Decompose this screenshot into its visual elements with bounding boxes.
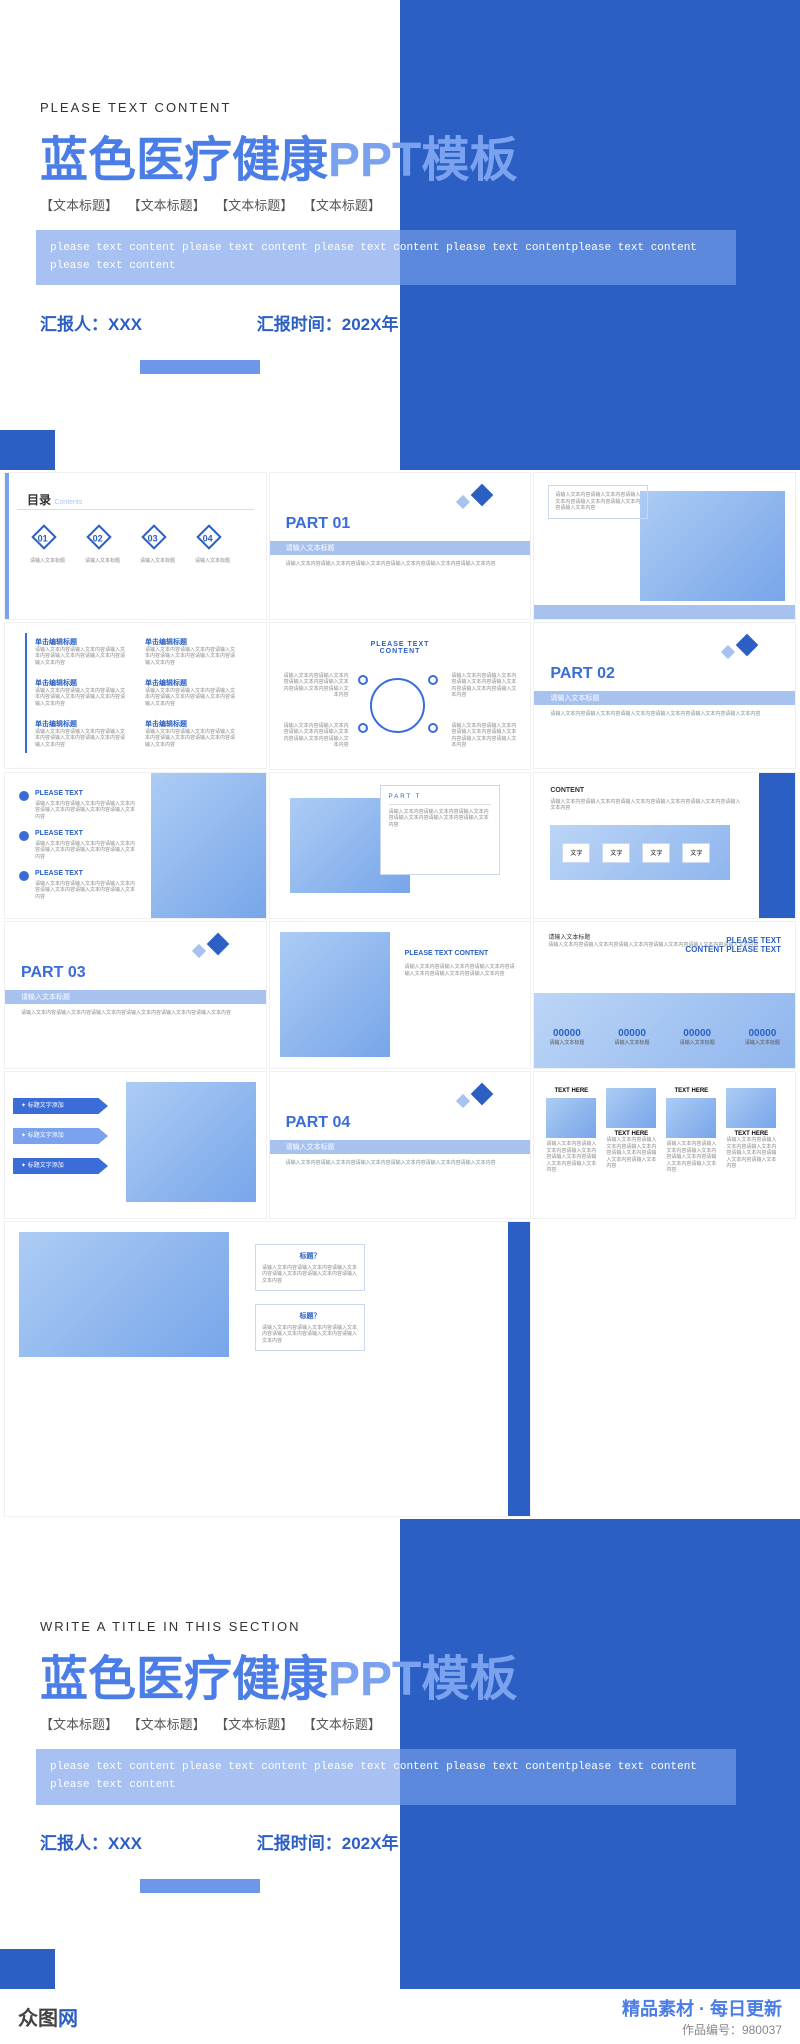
end-cover-brackets: 【文本标题】 【文本标题】 【文本标题】 【文本标题】 — [40, 1714, 387, 1733]
thumb-content-chips: CONTENT 请输入文本内容请输入文本内容请输入文本内容请输入文本内容请输入文… — [533, 772, 796, 920]
blue-block-corner — [0, 430, 55, 470]
thumb-list-pills: PLEASE TEXT 请输入文本内容请输入文本内容请输入文本内容请输入文本内容… — [4, 772, 267, 920]
thumb-part02: PART 02 请输入文本标题 请输入文本内容请输入文本内容请输入文本内容请输入… — [533, 622, 796, 770]
cover-pretitle: PLEASE TEXT CONTENT — [40, 100, 231, 115]
cover-subtitle-band: please text content please text content … — [36, 230, 736, 285]
thumb-part01: PART 01 请输入文本标题 请输入文本内容请输入文本内容请输入文本内容请输入… — [269, 472, 532, 620]
cover-title-en: PPT模板 — [328, 134, 517, 187]
footer-brand: 众图网 — [18, 2002, 78, 2031]
thumb-blank — [533, 1221, 796, 1369]
thumb-bullets-6: 单击编辑标题 请输入文本内容请输入文本内容请输入文本内容请输入文本内容请输入文本… — [4, 622, 267, 770]
cover-title-cn: 蓝色医疗健康 — [40, 134, 328, 187]
thumb-overlap: PART T 请输入文本内容请输入文本内容请输入文本内容请输入文本内容请输入文本… — [269, 772, 532, 920]
thumb-arrows: ✦ 标题文字添加 ✦ 标题文字添加 ✦ 标题文字添加 — [4, 1071, 267, 1219]
cover-brackets: 【文本标题】 【文本标题】 【文本标题】 【文本标题】 — [40, 195, 387, 214]
blue-block-corner-end — [0, 1949, 55, 1989]
end-cover-pretitle: WRITE A TITLE IN THIS SECTION — [40, 1619, 301, 1634]
end-cover-reporter: 汇报人：XXX 汇报时间：202X年 — [40, 1829, 398, 1854]
thumb-numbers: 请输入文本标题 请输入文本内容请输入文本内容请输入文本内容请输入文本内容请输入文… — [533, 921, 796, 1069]
thumb-circle-diagram: PLEASE TEXTCONTENT 请输入文本内容请输入文本内容请输入文本内容… — [269, 622, 532, 770]
end-cover-slide: WRITE A TITLE IN THIS SECTION 蓝色医疗健康PPT模… — [0, 1519, 800, 1989]
end-cover-accent-bar — [140, 1879, 260, 1893]
thumb-part03: PART 03 请输入文本标题 请输入文本内容请输入文本内容请输入文本内容请输入… — [4, 921, 267, 1069]
thumb-two-box: 标题？ 请输入文本内容请输入文本内容请输入文本内容请输入文本内容请输入文本内容请… — [4, 1221, 531, 1518]
end-cover-title: 蓝色医疗健康PPT模板 — [40, 1639, 517, 1709]
cover-accent-bar — [140, 360, 260, 374]
footer-bar: 众图网 精品素材 · 每日更新 作品编号：980037 — [0, 1989, 800, 2044]
thumb-part04: PART 04 请输入文本标题 请输入文本内容请输入文本内容请输入文本内容请输入… — [269, 1071, 532, 1219]
cover-slide: PLEASE TEXT CONTENT 蓝色医疗健康PPT模板 【文本标题】 【… — [0, 0, 800, 470]
thumb-mask-text: PLEASE TEXT CONTENT 请输入文本内容请输入文本内容请输入文本内… — [269, 921, 532, 1069]
footer-right: 精品素材 · 每日更新 作品编号：980037 — [622, 1995, 782, 2038]
cover-reporter: 汇报人：XXX 汇报时间：202X年 — [40, 310, 398, 335]
end-cover-subtitle-band: please text content please text content … — [36, 1749, 736, 1804]
thumb-mask-panel: 请输入文本内容请输入文本内容请输入文本内容请输入文本内容请输入文本内容请输入文本… — [533, 472, 796, 620]
slide-thumbnail-grid: 目录 Contents 01 02 03 04 请输入文本标题 请输入文本标题 … — [0, 470, 800, 1519]
thumb-texthere: TEXT HERE 请输入文本内容请输入文本内容请输入文本内容请输入文本内容请输… — [533, 1071, 796, 1219]
cover-title: 蓝色医疗健康PPT模板 — [40, 120, 517, 190]
thumb-toc: 目录 Contents 01 02 03 04 请输入文本标题 请输入文本标题 … — [4, 472, 267, 620]
